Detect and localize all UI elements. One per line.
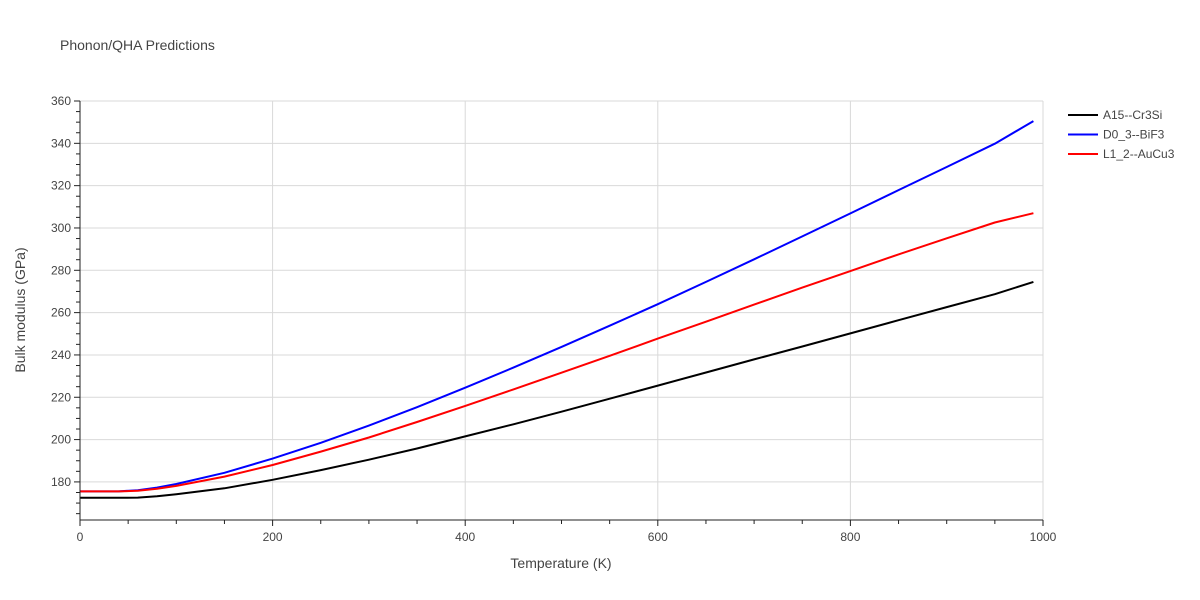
y-tick-label: 220: [51, 390, 71, 404]
legend[interactable]: A15--Cr3Si D0_3--BiF3 L1_2--AuCu3: [1068, 108, 1175, 161]
legend-label: D0_3--BiF3: [1103, 128, 1165, 142]
chart-title: Phonon/QHA Predictions: [60, 37, 215, 53]
y-tick-label: 280: [51, 263, 71, 277]
y-tick-label: 180: [51, 475, 71, 489]
y-tick-label: 300: [51, 221, 71, 235]
series-line-D0_3--BiF3[interactable]: [80, 120, 1034, 493]
y-tick-label: 260: [51, 306, 71, 320]
x-tick-label: 200: [263, 530, 283, 544]
legend-item[interactable]: D0_3--BiF3: [1068, 128, 1165, 142]
legend-label: A15--Cr3Si: [1103, 108, 1162, 122]
x-axis-title: Temperature (K): [510, 555, 611, 571]
series-line-A15--Cr3Si[interactable]: [80, 280, 1034, 499]
grid-layer: [80, 100, 1044, 520]
x-tick-label: 800: [840, 530, 860, 544]
y-tick-label: 200: [51, 433, 71, 447]
y-tick-label: 240: [51, 348, 71, 362]
y-tick-label: 320: [51, 179, 71, 193]
legend-item[interactable]: A15--Cr3Si: [1068, 108, 1162, 122]
series-line-L1_2--AuCu3[interactable]: [80, 212, 1034, 493]
y-tick-label: 340: [51, 136, 71, 150]
series-layer: [80, 120, 1034, 499]
legend-item[interactable]: L1_2--AuCu3: [1068, 147, 1175, 161]
x-tick-label: 600: [648, 530, 668, 544]
y-axis-title: Bulk modulus (GPa): [12, 247, 28, 372]
x-tick-label: 0: [77, 530, 84, 544]
x-tick-label: 1000: [1030, 530, 1057, 544]
x-tick-label: 400: [455, 530, 475, 544]
legend-label: L1_2--AuCu3: [1103, 147, 1175, 161]
axes-layer: 0 200 400 600 800 1000 180 200 220 240 260 280 300 32…: [51, 94, 1057, 544]
y-tick-label: 360: [51, 94, 71, 108]
